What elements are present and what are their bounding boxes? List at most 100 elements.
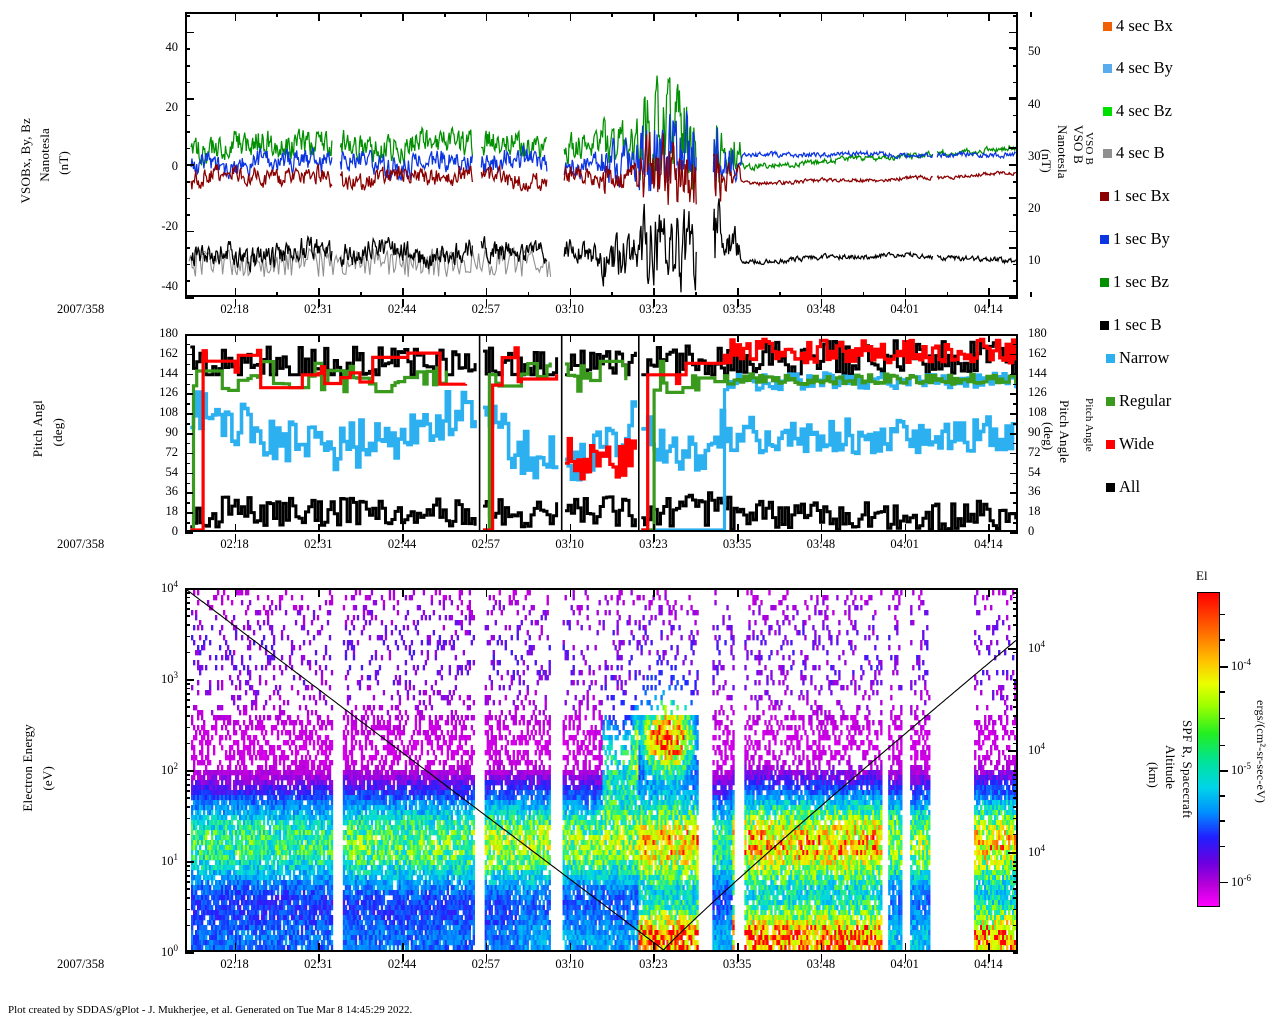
- spectrogram-cell: [246, 875, 250, 881]
- spectrogram-cell: [358, 820, 362, 826]
- spectrogram-cell: [320, 860, 324, 866]
- spectrogram-cell: [402, 880, 406, 886]
- spectrogram-cell: [352, 850, 356, 856]
- spectrogram-cell: [238, 685, 242, 691]
- spectrogram-cell: [318, 905, 322, 911]
- spectrogram-cell: [208, 680, 212, 686]
- spectrogram-cell: [302, 615, 306, 621]
- spectrogram-cell: [424, 810, 428, 816]
- spectrogram-cell: [320, 815, 324, 821]
- spectrogram-cell: [220, 770, 224, 776]
- spectrogram-cell: [218, 930, 222, 936]
- spectrogram-cell: [276, 915, 280, 921]
- spectrogram-cell: [200, 740, 204, 746]
- spectrogram-cell: [378, 770, 382, 776]
- spectrogram-cell: [304, 755, 308, 761]
- spectrogram-cell: [416, 830, 420, 836]
- spectrogram-cell: [370, 840, 374, 846]
- spectrogram-cell: [360, 885, 364, 891]
- panel2-right-ytick-54: 54: [1028, 464, 1041, 479]
- spectrogram-cell: [244, 920, 248, 926]
- spectrogram-cell: [252, 875, 256, 881]
- spectrogram-cell: [196, 885, 200, 891]
- spectrogram-cell: [346, 800, 350, 806]
- spectrogram-cell: [362, 705, 366, 711]
- spectrogram-cell: [196, 830, 200, 836]
- spectrogram-cell: [388, 745, 392, 751]
- spectrogram-cell: [302, 770, 306, 776]
- spectrogram-cell: [244, 865, 248, 871]
- spectrogram-cell: [286, 820, 290, 826]
- spectrogram-cell: [278, 775, 282, 781]
- spectrogram-cell: [354, 915, 358, 921]
- spectrogram-cell: [408, 845, 412, 851]
- spectrogram-cell: [278, 705, 282, 711]
- spectrogram-cell: [428, 800, 432, 806]
- panel2-ytick-54: 54: [165, 464, 179, 479]
- spectrogram-cell: [204, 850, 208, 856]
- spectrogram-cell: [192, 935, 196, 941]
- spectrogram-cell: [262, 750, 266, 756]
- spectrogram-cell: [284, 870, 288, 876]
- spectrogram-cell: [410, 920, 414, 926]
- spectrogram-cell: [196, 680, 200, 686]
- spectrogram-cell: [278, 810, 282, 816]
- spectrogram-cell: [280, 785, 284, 791]
- spectrogram-cell: [234, 880, 238, 886]
- spectrogram-cell: [352, 800, 356, 806]
- spectrogram-cell: [404, 905, 408, 911]
- spectrogram-cell: [404, 615, 408, 621]
- spectrogram-cell: [222, 890, 226, 896]
- spectrogram-cell: [206, 845, 210, 851]
- spectrogram-cell: [312, 885, 316, 891]
- spectrogram-cell: [352, 615, 356, 621]
- spectrogram-cell: [370, 905, 374, 911]
- spectrogram-cell: [346, 790, 350, 796]
- spectrogram-cell: [272, 790, 276, 796]
- spectrogram-cell: [330, 720, 334, 726]
- spectrogram-cell: [278, 860, 282, 866]
- spectrogram-cell: [226, 790, 230, 796]
- spectrogram-cell: [290, 775, 294, 781]
- spectrogram-cell: [328, 770, 332, 776]
- spectrogram-cell: [256, 805, 260, 811]
- spectrogram-cell: [220, 905, 224, 911]
- spectrogram-cell: [262, 770, 266, 776]
- spectrogram-cell: [386, 810, 390, 816]
- spectrogram-cell: [406, 795, 410, 801]
- spectrogram-cell: [276, 860, 280, 866]
- spectrogram-cell: [426, 635, 430, 641]
- spectrogram-cell: [398, 780, 402, 786]
- spectrogram-cell: [278, 600, 282, 606]
- spectrogram-cell: [236, 900, 240, 906]
- spectrogram-cell: [368, 910, 372, 916]
- spectrogram-cell: [280, 895, 284, 901]
- spectrogram-cell: [238, 795, 242, 801]
- spectrogram-cell: [426, 865, 430, 871]
- spectrogram-cell: [406, 845, 410, 851]
- spectrogram-cell: [236, 720, 240, 726]
- spectrogram-cell: [344, 860, 348, 866]
- spectrogram-cell: [354, 795, 358, 801]
- spectrogram-cell: [414, 860, 418, 866]
- spectrogram-cell: [350, 870, 354, 876]
- spectrogram-cell: [422, 880, 426, 886]
- spectrogram-cell: [402, 885, 406, 891]
- spectrogram-cell: [390, 840, 394, 846]
- spectrogram-cell: [244, 810, 248, 816]
- spectrogram-cell: [380, 780, 384, 786]
- spectrogram-cell: [428, 760, 432, 766]
- spectrogram-cell: [410, 805, 414, 811]
- spectrogram-cell: [246, 665, 250, 671]
- spectrogram-cell: [248, 835, 252, 841]
- spectrogram-cell: [248, 735, 252, 741]
- spectrogram-cell: [390, 910, 394, 916]
- spectrogram-cell: [240, 925, 244, 931]
- spectrogram-cell: [384, 770, 388, 776]
- spectrogram-cell: [191, 865, 194, 871]
- spectrogram-cell: [422, 835, 426, 841]
- spectrogram-cell: [424, 765, 428, 771]
- spectrogram-cell: [196, 940, 200, 946]
- spectrogram-cell: [276, 830, 280, 836]
- spectrogram-cell: [191, 790, 194, 796]
